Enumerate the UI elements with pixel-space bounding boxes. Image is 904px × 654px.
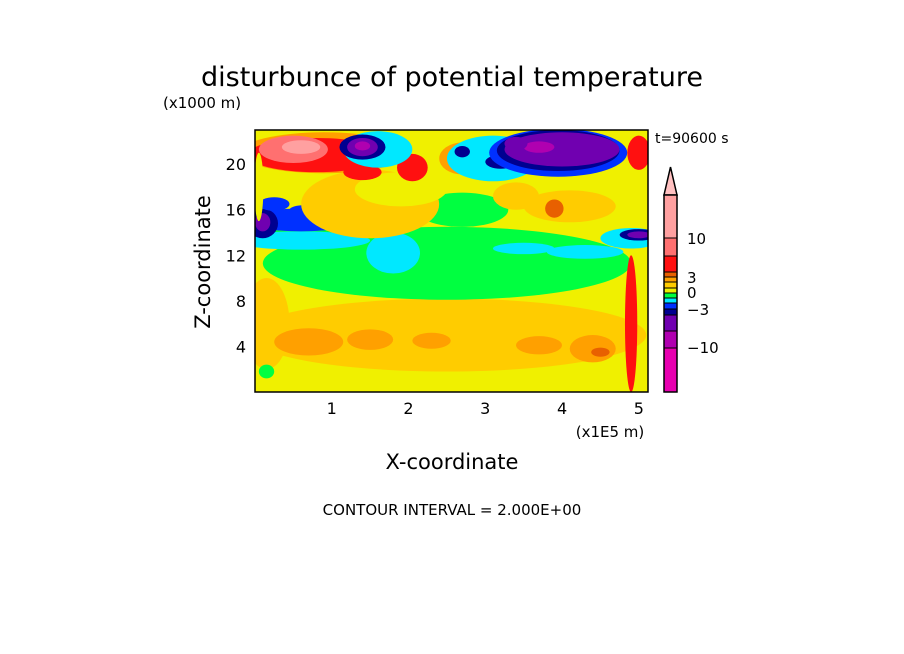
colorbar-band [663,287,678,294]
x-axis-label: X-coordinate [386,450,519,474]
y-axis-label: Z-coordinate [191,195,215,329]
colorbar-frame [663,194,678,393]
colorbar-label: 10 [687,230,706,248]
contour-region [255,152,264,222]
colorbar-band [663,255,678,273]
x-tick-label: 4 [557,399,567,418]
contour-region [343,164,382,181]
contour-region [492,242,555,255]
contour-region [281,140,321,154]
contour-region [627,231,648,239]
colorbar [663,166,678,393]
contour-region [627,135,648,170]
y-tick-label: 20 [226,155,246,174]
contour-region [504,136,528,151]
x-tick-label: 1 [327,399,337,418]
colorbar-label: 3 [687,269,697,287]
contour-region [412,332,451,349]
colorbar-label: −3 [687,301,709,319]
contour-region [569,335,616,363]
colorbar-extension-triangle [663,166,678,196]
chart-title: disturbunce of potential temperature [201,62,703,93]
contour-region [546,245,624,259]
contour-region [591,347,610,357]
colorbar-band [663,347,678,393]
colorbar-band [663,330,678,349]
contour-region [545,199,564,218]
colorbar-band [663,297,678,304]
y-axis-ticks: 4 8 12 16 20 [226,155,246,356]
colorbar-band [663,276,678,283]
contour-region [255,278,290,370]
plot-frame [254,129,649,393]
colorbar-band [663,237,678,257]
contour-region [515,336,563,355]
colorbar-label: 0 [687,284,697,302]
y-unit-label: (x1000 m) [163,94,241,112]
colorbar-band [663,271,678,278]
time-label: t=90600 s [655,131,729,147]
contour-region [347,329,394,350]
y-tick-label: 16 [226,201,246,220]
colorbar-band [663,292,678,299]
contour-region [255,231,371,250]
colorbar-label: −10 [687,339,719,357]
contour-region [274,328,344,356]
y-tick-label: 12 [226,246,246,265]
colorbar-band [663,281,678,289]
x-tick-label: 5 [634,399,644,418]
colorbar-band [663,308,678,316]
x-unit-label: (x1E5 m) [576,423,645,441]
contour-region [523,190,616,223]
contour-region [416,192,509,227]
x-tick-label: 3 [480,399,490,418]
contour-region [258,197,290,211]
x-tick-label: 2 [403,399,413,418]
contour-region [354,172,447,207]
y-tick-label: 4 [236,337,246,356]
contour-region [366,232,421,274]
x-axis-ticks: 1 2 3 4 5 [327,399,644,418]
y-tick-label: 8 [236,292,246,311]
contour-region [504,132,620,167]
contour-field [255,130,648,392]
contour-region [624,255,638,392]
contour-interval-note: CONTOUR INTERVAL = 2.000E+00 [323,501,582,519]
contour-region [454,145,470,158]
colorbar-labels: 10 30−3 −10 [687,230,719,357]
contour-region [354,141,371,151]
contour-region [523,141,555,153]
colorbar-band [663,314,678,332]
colorbar-band [663,194,678,239]
contour-region [258,364,275,379]
colorbar-band [663,302,678,310]
